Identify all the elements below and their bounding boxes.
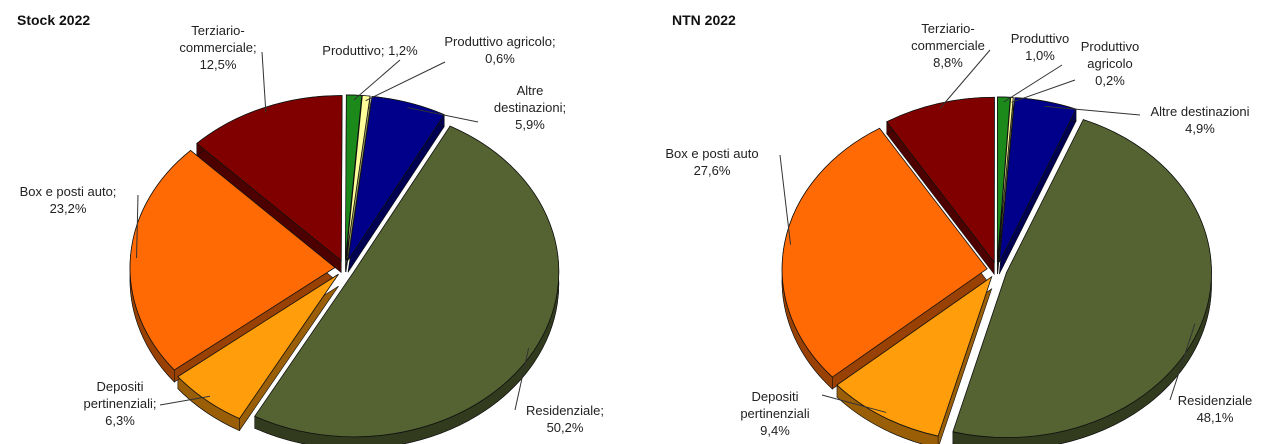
label-value: 0,2% xyxy=(1095,73,1125,88)
slice xyxy=(345,95,371,261)
slice xyxy=(196,95,343,262)
label-value: 23,2% xyxy=(49,201,87,216)
label-value: 5,9% xyxy=(515,117,545,132)
label-name: Produttivo; xyxy=(322,43,385,58)
slice-label: Produttivo 1,0% xyxy=(1000,30,1080,64)
label-name: Produttivo agricolo xyxy=(1080,39,1140,71)
leader-line xyxy=(514,347,530,411)
label-value: 0,6% xyxy=(485,51,515,66)
slice-label: Produttivo; 1,2% xyxy=(295,42,445,59)
slice xyxy=(129,149,336,371)
leader-line xyxy=(365,61,446,102)
leader-line xyxy=(353,59,401,101)
slice-label: Altre destinazioni 4,9% xyxy=(1135,103,1265,137)
label-name: Terziario-commerciale; xyxy=(179,23,257,55)
label-value: 4,9% xyxy=(1185,121,1215,136)
leader-line xyxy=(407,107,479,123)
label-name: Residenziale; xyxy=(525,403,605,418)
label-value: 6,3% xyxy=(105,413,135,428)
label-name: Box e posti auto; xyxy=(19,184,117,199)
pie xyxy=(129,94,560,444)
label-value: 1,2% xyxy=(388,43,418,58)
leader-line xyxy=(261,51,267,113)
slice xyxy=(952,119,1212,438)
slice-label: Produttivo agricolo 0,2% xyxy=(1068,38,1153,89)
slice xyxy=(345,94,363,260)
label-name: Depositi pertinenziali xyxy=(740,389,810,421)
label-name: Altre destinazioni xyxy=(1150,104,1250,119)
label-value: 27,6% xyxy=(693,163,731,178)
leader-line xyxy=(779,154,792,245)
label-name: Box e posti auto xyxy=(665,146,759,161)
label-value: 48,1% xyxy=(1196,410,1234,425)
leader-line xyxy=(1003,64,1063,103)
label-value: 9,4% xyxy=(760,423,790,438)
slice-label: Produttivo agricolo; 0,6% xyxy=(444,33,556,67)
slice xyxy=(836,275,993,437)
label-value: 1,0% xyxy=(1025,48,1055,63)
slice-label: Residenziale; 50,2% xyxy=(510,402,620,436)
slice xyxy=(886,96,995,264)
leader-line xyxy=(821,394,887,413)
chart-title: Stock 2022 xyxy=(17,12,91,28)
leader-line xyxy=(1044,105,1141,116)
label-value: 12,5% xyxy=(199,57,237,72)
slice-label: Depositi pertinenziali; 6,3% xyxy=(73,378,168,429)
leader-line xyxy=(159,395,211,406)
slice-label: Box e posti auto; 23,2% xyxy=(0,183,138,217)
label-name: Produttivo xyxy=(1010,31,1070,46)
label-name: Altre destinazioni; xyxy=(493,83,567,115)
chart-title: NTN 2022 xyxy=(672,12,736,28)
slice xyxy=(177,273,339,420)
label-value: 50,2% xyxy=(546,420,584,435)
leader-line xyxy=(1011,79,1076,103)
slice-label: Terziario-commerciale 8,8% xyxy=(903,20,993,71)
label-name: Depositi pertinenziali; xyxy=(83,379,157,411)
pie xyxy=(781,96,1212,444)
slice-label: Depositi pertinenziali 9,4% xyxy=(725,388,825,439)
slice xyxy=(254,125,560,438)
label-name: Residenziale xyxy=(1177,393,1253,408)
label-name: Terziario-commerciale xyxy=(911,21,985,53)
slice-label: Altre destinazioni; 5,9% xyxy=(480,82,580,133)
label-name: Produttivo agricolo; xyxy=(444,34,556,49)
slice-label: Residenziale 48,1% xyxy=(1160,392,1266,426)
slice-label: Box e posti auto 27,6% xyxy=(647,145,777,179)
label-value: 8,8% xyxy=(933,55,963,70)
leader-line xyxy=(1169,323,1196,401)
leader-line xyxy=(939,49,991,109)
slice xyxy=(781,127,988,378)
leader-line xyxy=(136,194,139,259)
slice-label: Terziario-commerciale; 12,5% xyxy=(178,22,258,73)
